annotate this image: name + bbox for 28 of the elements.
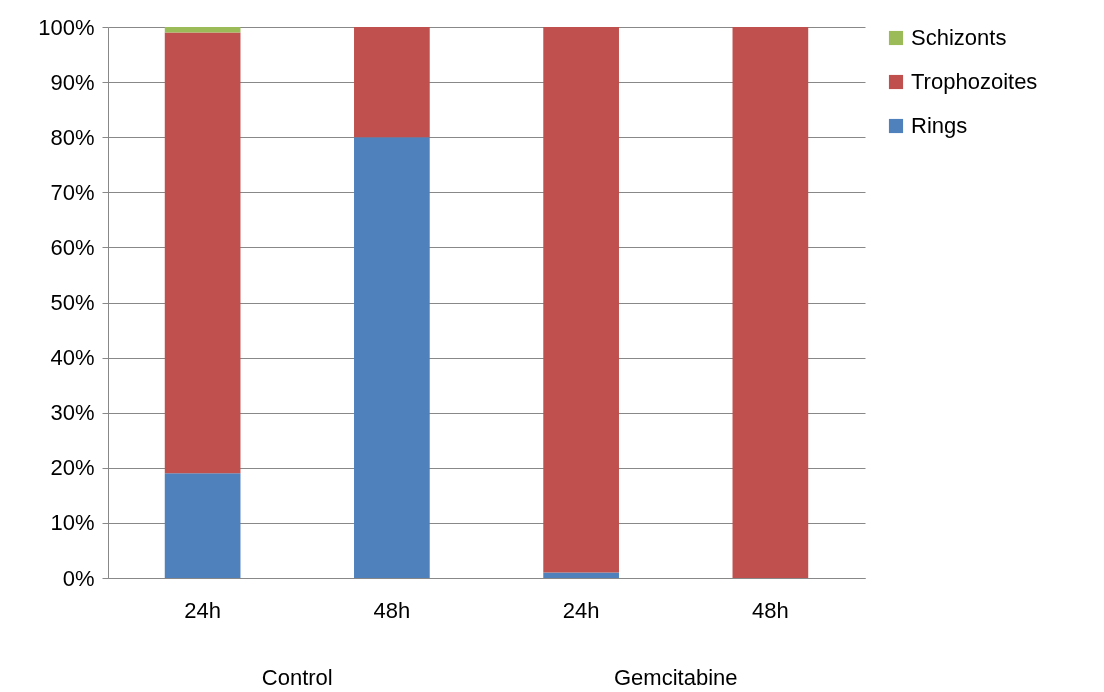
y-tick-label: 30% [50, 400, 95, 426]
y-tick-label: 0% [62, 565, 95, 591]
bar [164, 473, 241, 578]
x-tick-label: 24h [562, 597, 600, 623]
y-tick-label: 60% [50, 234, 95, 260]
bar [164, 32, 241, 474]
bar [164, 27, 241, 33]
y-tick-label: 40% [50, 345, 95, 371]
y-tick-label: 100% [38, 14, 95, 40]
legend-label: Schizonts [911, 25, 1007, 50]
y-tick-label: 20% [50, 455, 95, 481]
bar [354, 137, 430, 578]
x-tick-label: 48h [752, 597, 789, 623]
y-tick-label: 10% [50, 510, 95, 536]
text: Gemcitabine [613, 665, 738, 690]
x-tick-label: 48h [373, 597, 411, 623]
bar [543, 572, 619, 578]
legend-label: Rings [911, 113, 968, 138]
y-tick-label: 70% [50, 179, 95, 205]
text: Control [261, 665, 333, 690]
y-tick-label: 80% [50, 124, 95, 150]
bar [543, 27, 619, 573]
bar [732, 27, 809, 578]
y-tick-label: 50% [50, 290, 95, 315]
x-tick-label: 24h [184, 597, 221, 623]
bar [354, 27, 430, 138]
y-tick-label: 90% [50, 69, 95, 95]
legend-label: Trophozoites [911, 69, 1038, 94]
